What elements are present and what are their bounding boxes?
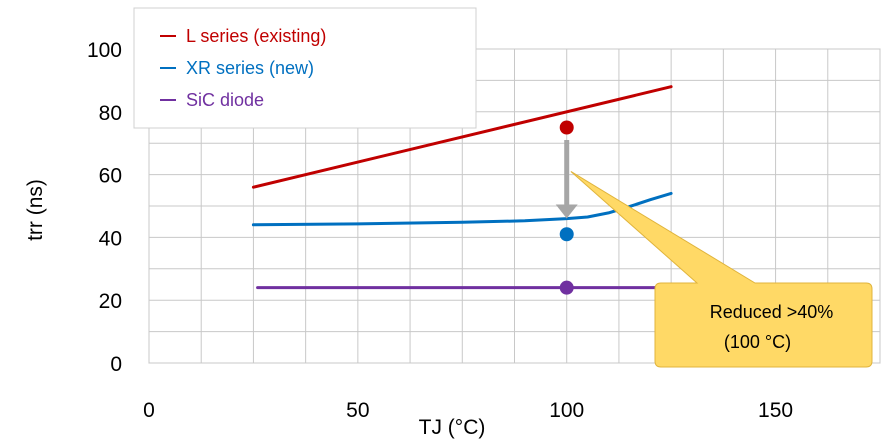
data-point-0 (559, 120, 574, 135)
data-point-2 (559, 280, 574, 295)
series-line-0 (251, 85, 673, 189)
legend-label: SiC diode (186, 90, 264, 110)
x-tick-label: 0 (143, 399, 155, 422)
legend: L series (existing) XR series (new) SiC … (133, 7, 477, 129)
y-axis-title: trr (ns) (24, 179, 47, 241)
x-tick-label: 50 (346, 399, 369, 422)
legend-item-sic-diode: SiC diode (160, 90, 264, 110)
x-axis-title: TJ (°C) (419, 416, 486, 439)
callout-box (570, 171, 873, 368)
series-lines (251, 85, 673, 290)
markers (559, 120, 574, 295)
reduction-arrow (555, 140, 578, 219)
y-tick-label: 100 (87, 39, 122, 62)
x-tick-label: 100 (549, 399, 584, 422)
tick-labels: 0 20 40 60 80 100 0 50 100 150 (87, 39, 793, 422)
arrow-head (555, 204, 578, 219)
legend-item-xr-series: XR series (new) (160, 58, 314, 78)
annotation-callout: Reduced >40% (100 °C) (570, 171, 873, 368)
legend-box (133, 7, 477, 129)
legend-label: L series (existing) (186, 26, 326, 46)
legend-item-l-series: L series (existing) (160, 26, 326, 46)
y-tick-label: 60 (99, 165, 122, 188)
legend-label: XR series (new) (186, 58, 314, 78)
y-tick-label: 40 (99, 227, 122, 250)
y-tick-label: 80 (99, 102, 122, 125)
y-tick-label: 0 (110, 353, 122, 376)
series-line-1 (251, 191, 673, 227)
callout-line1: Reduced >40% (710, 302, 834, 322)
callout-line2: (100 °C) (724, 332, 791, 352)
data-point-1 (559, 227, 574, 242)
x-tick-label: 150 (758, 399, 793, 422)
y-tick-label: 20 (99, 290, 122, 313)
